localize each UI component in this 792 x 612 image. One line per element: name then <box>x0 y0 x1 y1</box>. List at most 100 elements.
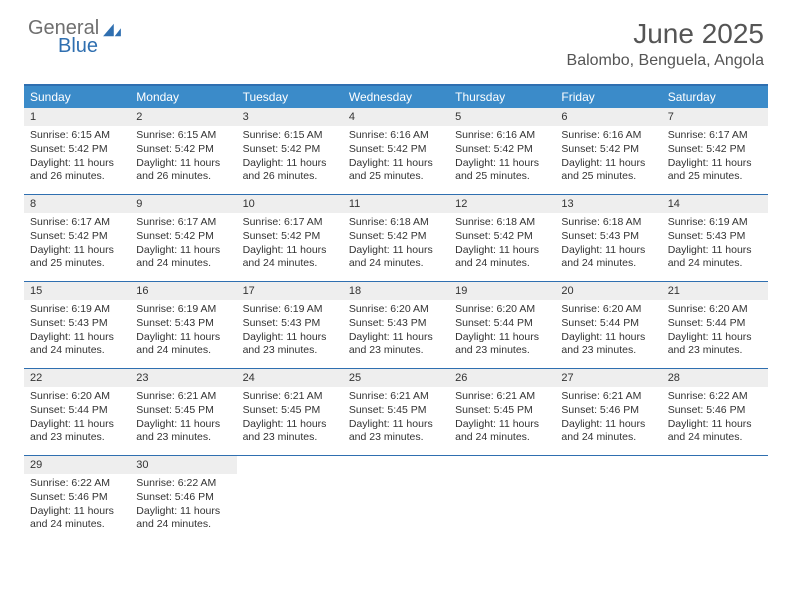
daylight-text: Daylight: 11 hours and 23 minutes. <box>243 331 337 358</box>
sunset-text: Sunset: 5:43 PM <box>668 230 762 244</box>
calendar-week: 1Sunrise: 6:15 AMSunset: 5:42 PMDaylight… <box>24 108 768 195</box>
day-cell: 24Sunrise: 6:21 AMSunset: 5:45 PMDayligh… <box>237 369 343 455</box>
sunset-text: Sunset: 5:46 PM <box>561 404 655 418</box>
sunrise-text: Sunrise: 6:15 AM <box>243 129 337 143</box>
day-number: 28 <box>662 369 768 387</box>
sunset-text: Sunset: 5:42 PM <box>136 230 230 244</box>
sunrise-text: Sunrise: 6:16 AM <box>455 129 549 143</box>
sunrise-text: Sunrise: 6:17 AM <box>243 216 337 230</box>
day-number: 8 <box>24 195 130 213</box>
day-cell: 27Sunrise: 6:21 AMSunset: 5:46 PMDayligh… <box>555 369 661 455</box>
day-cell: 25Sunrise: 6:21 AMSunset: 5:45 PMDayligh… <box>343 369 449 455</box>
day-body: Sunrise: 6:21 AMSunset: 5:45 PMDaylight:… <box>343 387 449 451</box>
day-body: Sunrise: 6:15 AMSunset: 5:42 PMDaylight:… <box>24 126 130 190</box>
location: Balombo, Benguela, Angola <box>567 52 764 70</box>
day-cell <box>343 456 449 542</box>
day-number: 21 <box>662 282 768 300</box>
logo: GeneralBlue <box>28 18 123 56</box>
daylight-text: Daylight: 11 hours and 23 minutes. <box>349 331 443 358</box>
day-body: Sunrise: 6:19 AMSunset: 5:43 PMDaylight:… <box>24 300 130 364</box>
day-cell: 30Sunrise: 6:22 AMSunset: 5:46 PMDayligh… <box>130 456 236 542</box>
day-body: Sunrise: 6:22 AMSunset: 5:46 PMDaylight:… <box>662 387 768 451</box>
daylight-text: Daylight: 11 hours and 23 minutes. <box>30 418 124 445</box>
day-number: 7 <box>662 108 768 126</box>
calendar-week: 29Sunrise: 6:22 AMSunset: 5:46 PMDayligh… <box>24 456 768 542</box>
daylight-text: Daylight: 11 hours and 24 minutes. <box>668 244 762 271</box>
sunset-text: Sunset: 5:42 PM <box>349 230 443 244</box>
sunrise-text: Sunrise: 6:20 AM <box>349 303 443 317</box>
weekday-header-row: Sunday Monday Tuesday Wednesday Thursday… <box>24 86 768 108</box>
daylight-text: Daylight: 11 hours and 26 minutes. <box>136 157 230 184</box>
sunset-text: Sunset: 5:44 PM <box>561 317 655 331</box>
day-number: 10 <box>237 195 343 213</box>
day-body: Sunrise: 6:19 AMSunset: 5:43 PMDaylight:… <box>237 300 343 364</box>
title-block: June 2025 Balombo, Benguela, Angola <box>567 18 764 70</box>
sunrise-text: Sunrise: 6:16 AM <box>349 129 443 143</box>
sunrise-text: Sunrise: 6:17 AM <box>668 129 762 143</box>
sunrise-text: Sunrise: 6:20 AM <box>30 390 124 404</box>
day-cell: 13Sunrise: 6:18 AMSunset: 5:43 PMDayligh… <box>555 195 661 281</box>
sunset-text: Sunset: 5:43 PM <box>30 317 124 331</box>
day-body: Sunrise: 6:17 AMSunset: 5:42 PMDaylight:… <box>24 213 130 277</box>
calendar: Sunday Monday Tuesday Wednesday Thursday… <box>24 84 768 542</box>
day-number: 12 <box>449 195 555 213</box>
logo-text-blue: Blue <box>58 36 98 56</box>
day-cell: 12Sunrise: 6:18 AMSunset: 5:42 PMDayligh… <box>449 195 555 281</box>
day-body: Sunrise: 6:19 AMSunset: 5:43 PMDaylight:… <box>662 213 768 277</box>
day-body: Sunrise: 6:18 AMSunset: 5:42 PMDaylight:… <box>449 213 555 277</box>
day-cell: 29Sunrise: 6:22 AMSunset: 5:46 PMDayligh… <box>24 456 130 542</box>
daylight-text: Daylight: 11 hours and 24 minutes. <box>136 331 230 358</box>
day-cell: 18Sunrise: 6:20 AMSunset: 5:43 PMDayligh… <box>343 282 449 368</box>
day-cell: 22Sunrise: 6:20 AMSunset: 5:44 PMDayligh… <box>24 369 130 455</box>
header: GeneralBlue June 2025 Balombo, Benguela,… <box>0 0 792 76</box>
daylight-text: Daylight: 11 hours and 23 minutes. <box>561 331 655 358</box>
day-cell <box>449 456 555 542</box>
day-number: 22 <box>24 369 130 387</box>
day-cell: 2Sunrise: 6:15 AMSunset: 5:42 PMDaylight… <box>130 108 236 194</box>
day-number: 30 <box>130 456 236 474</box>
day-cell: 4Sunrise: 6:16 AMSunset: 5:42 PMDaylight… <box>343 108 449 194</box>
day-cell: 28Sunrise: 6:22 AMSunset: 5:46 PMDayligh… <box>662 369 768 455</box>
month-title: June 2025 <box>567 18 764 50</box>
weekday-header: Sunday <box>24 86 130 108</box>
daylight-text: Daylight: 11 hours and 24 minutes. <box>30 505 124 532</box>
day-body: Sunrise: 6:21 AMSunset: 5:45 PMDaylight:… <box>130 387 236 451</box>
sunrise-text: Sunrise: 6:16 AM <box>561 129 655 143</box>
sunset-text: Sunset: 5:42 PM <box>349 143 443 157</box>
daylight-text: Daylight: 11 hours and 24 minutes. <box>455 244 549 271</box>
day-number: 19 <box>449 282 555 300</box>
daylight-text: Daylight: 11 hours and 24 minutes. <box>30 331 124 358</box>
sunset-text: Sunset: 5:43 PM <box>349 317 443 331</box>
sunset-text: Sunset: 5:45 PM <box>136 404 230 418</box>
day-cell: 15Sunrise: 6:19 AMSunset: 5:43 PMDayligh… <box>24 282 130 368</box>
sunrise-text: Sunrise: 6:19 AM <box>136 303 230 317</box>
day-number: 15 <box>24 282 130 300</box>
sunrise-text: Sunrise: 6:19 AM <box>668 216 762 230</box>
day-number: 2 <box>130 108 236 126</box>
day-number: 29 <box>24 456 130 474</box>
sunrise-text: Sunrise: 6:21 AM <box>455 390 549 404</box>
sunrise-text: Sunrise: 6:22 AM <box>30 477 124 491</box>
daylight-text: Daylight: 11 hours and 25 minutes. <box>455 157 549 184</box>
daylight-text: Daylight: 11 hours and 24 minutes. <box>136 505 230 532</box>
sunset-text: Sunset: 5:43 PM <box>561 230 655 244</box>
daylight-text: Daylight: 11 hours and 26 minutes. <box>243 157 337 184</box>
sunset-text: Sunset: 5:42 PM <box>136 143 230 157</box>
day-cell: 5Sunrise: 6:16 AMSunset: 5:42 PMDaylight… <box>449 108 555 194</box>
day-body: Sunrise: 6:22 AMSunset: 5:46 PMDaylight:… <box>130 474 236 538</box>
sunset-text: Sunset: 5:43 PM <box>136 317 230 331</box>
day-body: Sunrise: 6:20 AMSunset: 5:44 PMDaylight:… <box>449 300 555 364</box>
logo-sail-icon <box>101 22 123 38</box>
day-number: 4 <box>343 108 449 126</box>
daylight-text: Daylight: 11 hours and 25 minutes. <box>30 244 124 271</box>
daylight-text: Daylight: 11 hours and 24 minutes. <box>561 244 655 271</box>
day-cell: 16Sunrise: 6:19 AMSunset: 5:43 PMDayligh… <box>130 282 236 368</box>
sunset-text: Sunset: 5:42 PM <box>455 230 549 244</box>
sunset-text: Sunset: 5:42 PM <box>30 143 124 157</box>
sunrise-text: Sunrise: 6:20 AM <box>455 303 549 317</box>
daylight-text: Daylight: 11 hours and 23 minutes. <box>349 418 443 445</box>
sunset-text: Sunset: 5:44 PM <box>455 317 549 331</box>
daylight-text: Daylight: 11 hours and 26 minutes. <box>30 157 124 184</box>
daylight-text: Daylight: 11 hours and 24 minutes. <box>561 418 655 445</box>
day-cell: 21Sunrise: 6:20 AMSunset: 5:44 PMDayligh… <box>662 282 768 368</box>
